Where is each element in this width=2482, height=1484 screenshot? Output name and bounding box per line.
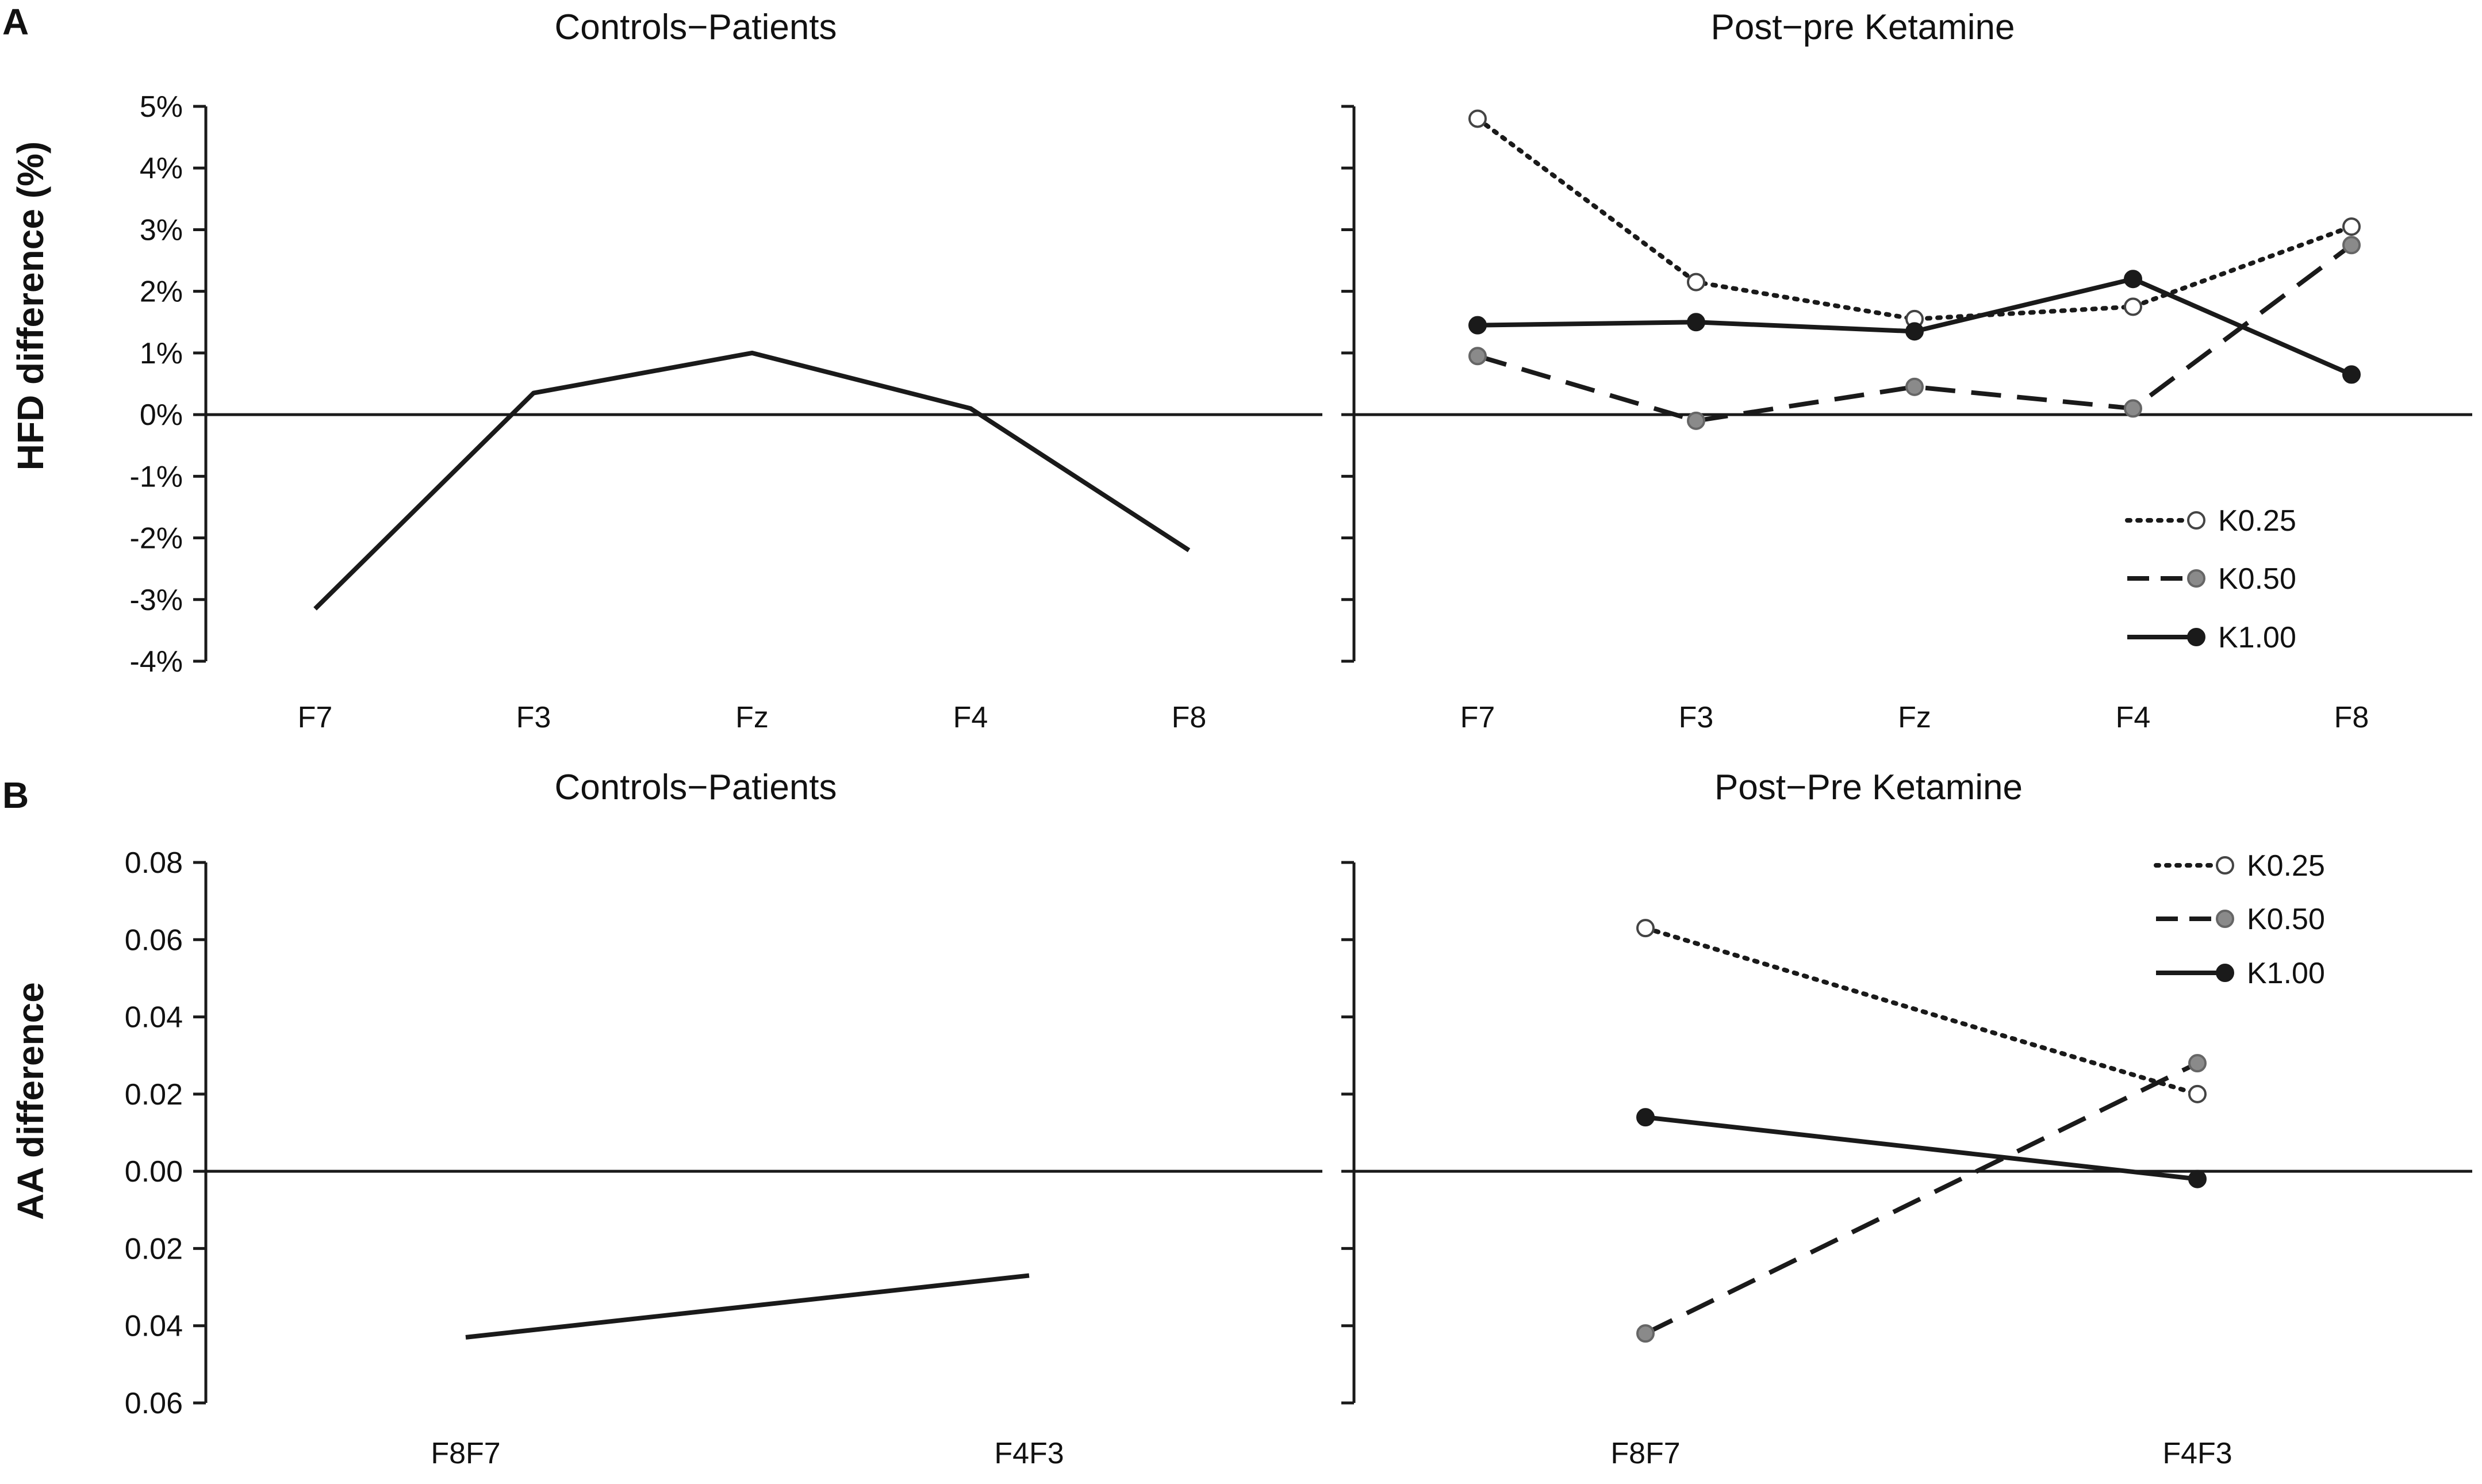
series-line-controls-patients bbox=[313, 350, 1191, 611]
x-tick-label: F3 bbox=[516, 701, 551, 734]
x-tick-label: F4 bbox=[2116, 701, 2151, 734]
legend-label: K1.00 bbox=[2247, 957, 2325, 990]
y-tick-label: 2% bbox=[140, 275, 183, 309]
panel-letter-a: A bbox=[2, 1, 29, 43]
chart-a-right: Post−pre Ketamine F7 F3 Fz F4 F8 K0.25 K0.50 K1.… bbox=[1341, 7, 2472, 734]
data-point-k1-00 bbox=[2342, 365, 2361, 384]
y-tick-label: 0.08 bbox=[125, 846, 183, 880]
legend-marker bbox=[2187, 628, 2205, 646]
y-tick-label: 0% bbox=[140, 398, 183, 432]
legend-label: K0.50 bbox=[2247, 903, 2325, 936]
legend-label: K0.25 bbox=[2247, 849, 2325, 883]
chart-b-left: Controls−Patients 0.06 0.04 0.02 0.00 0.02 0.0… bbox=[125, 768, 1322, 1470]
data-point-k0-50 bbox=[2188, 1054, 2207, 1073]
legend-label: K0.50 bbox=[2218, 562, 2296, 596]
x-tick-label: F4 bbox=[953, 701, 988, 734]
data-point-k0-50 bbox=[1636, 1324, 1655, 1343]
data-point-k0-25 bbox=[1636, 919, 1655, 938]
y-tick-label: 4% bbox=[140, 152, 183, 185]
y-tick-label: 0.04 bbox=[125, 1310, 183, 1343]
series-line-k0-50 bbox=[1476, 243, 2353, 423]
data-point-k0-50 bbox=[1687, 411, 1705, 430]
series-line-controls-patients bbox=[465, 1273, 1030, 1340]
x-tick-label: Fz bbox=[735, 701, 769, 734]
x-tick-label: F8F7 bbox=[1610, 1437, 1680, 1470]
y-tick-label: -3% bbox=[130, 584, 183, 617]
y-tick-label: 0.02 bbox=[125, 1078, 183, 1111]
series-line-k0-50 bbox=[1644, 1061, 2199, 1336]
data-point-k1-00 bbox=[2188, 1169, 2207, 1188]
chart-title: Controls−Patients bbox=[554, 7, 837, 47]
data-point-k1-00 bbox=[1468, 316, 1487, 335]
legend-marker bbox=[2187, 569, 2205, 588]
y-tick-label: 0.06 bbox=[125, 923, 183, 957]
series-line-k1-00 bbox=[1645, 1115, 2198, 1182]
y-tick-label: -4% bbox=[130, 645, 183, 678]
x-tick-label: F8 bbox=[1172, 701, 1207, 734]
data-point-k1-00 bbox=[1905, 322, 1924, 341]
data-point-k0-25 bbox=[2124, 297, 2142, 316]
y-axis-label-b: AA difference bbox=[10, 982, 51, 1220]
data-point-k0-50 bbox=[1468, 347, 1487, 366]
legend-label: K0.25 bbox=[2218, 504, 2296, 538]
x-tick-label: F4F3 bbox=[2162, 1437, 2232, 1470]
data-point-k1-00 bbox=[1636, 1108, 1655, 1127]
y-tick-label: 0.00 bbox=[125, 1155, 183, 1188]
chart-a-left: Controls−Patients -4% -3% -2% -1% 0% 1% 2% 3% 4% 5… bbox=[130, 7, 1322, 734]
series-line-k0-25 bbox=[1643, 926, 2200, 1096]
x-tick-label: F8 bbox=[2334, 701, 2369, 734]
panel-letter-b: B bbox=[2, 774, 29, 816]
data-point-k0-50 bbox=[1905, 377, 1924, 396]
data-point-k0-25 bbox=[1468, 109, 1487, 128]
chart-b-right: Post−Pre Ketamine F8F7 F4F3 K0.25 K0.50 K1.00 bbox=[1341, 768, 2472, 1470]
legend-marker bbox=[2216, 856, 2234, 875]
data-point-k1-00 bbox=[2124, 270, 2142, 289]
legend: K0.25 K0.50 K1.00 bbox=[2154, 849, 2325, 990]
x-tick-label: F8F7 bbox=[431, 1437, 500, 1470]
chart-title: Post−Pre Ketamine bbox=[1714, 768, 2023, 807]
chart-title: Controls−Patients bbox=[554, 768, 837, 807]
y-axis-label-a: HFD difference (%) bbox=[10, 141, 51, 471]
y-tick-label: 5% bbox=[140, 90, 183, 124]
legend-marker bbox=[2216, 910, 2234, 928]
legend-marker bbox=[2216, 964, 2234, 982]
data-point-k0-25 bbox=[2188, 1084, 2207, 1103]
x-tick-label: F7 bbox=[1460, 701, 1495, 734]
y-tick-label: -1% bbox=[130, 460, 183, 493]
y-tick-label: 0.06 bbox=[125, 1387, 183, 1420]
y-tick-label: 3% bbox=[140, 213, 183, 247]
x-tick-label: F3 bbox=[1679, 701, 1714, 734]
legend-label: K1.00 bbox=[2218, 621, 2296, 654]
data-point-k0-25 bbox=[1687, 273, 1705, 292]
legend-marker bbox=[2187, 511, 2205, 530]
data-point-k1-00 bbox=[1687, 313, 1705, 332]
y-tick-label: 0.02 bbox=[125, 1232, 183, 1266]
y-tick-label: -2% bbox=[130, 522, 183, 555]
y-tick-label: 0.04 bbox=[125, 1001, 183, 1034]
x-tick-label: F7 bbox=[298, 701, 333, 734]
legend: K0.25 K0.50 K1.00 bbox=[2125, 504, 2296, 654]
series-line-k0-25 bbox=[1475, 116, 2354, 321]
x-tick-label: Fz bbox=[1898, 701, 1931, 734]
x-tick-label: F4F3 bbox=[994, 1437, 1064, 1470]
data-point-k0-50 bbox=[2124, 399, 2142, 418]
chart-title: Post−pre Ketamine bbox=[1710, 7, 2015, 47]
data-point-k0-25 bbox=[2342, 217, 2361, 236]
y-tick-label: 1% bbox=[140, 337, 183, 370]
data-point-k0-50 bbox=[2342, 236, 2361, 255]
